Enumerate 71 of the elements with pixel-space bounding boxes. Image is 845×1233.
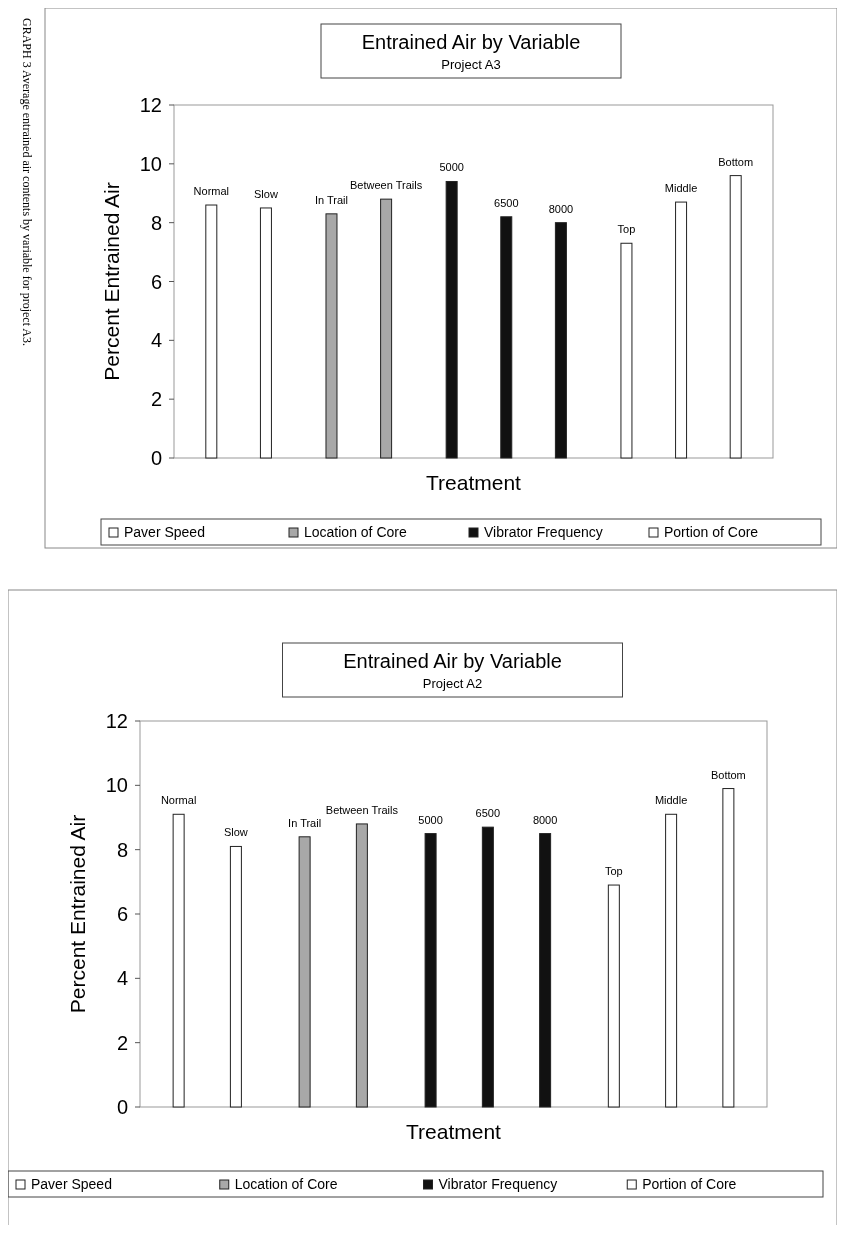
x-tick-label: Slow: [254, 187, 278, 200]
bar: [259, 207, 272, 459]
x-tick-label: 8000: [548, 202, 574, 215]
y-tick-label: 10: [139, 152, 162, 175]
bar: [229, 845, 242, 1108]
bar: [355, 823, 368, 1108]
x-tick-label: Between Trails: [325, 803, 399, 816]
x-tick-label: 5000: [439, 161, 464, 174]
y-tick-label: 6: [116, 903, 128, 925]
y-tick-label: 12: [105, 710, 128, 732]
x-tick-label: 6500: [494, 196, 519, 209]
x-tick-label: Top: [604, 865, 623, 878]
bar: [424, 833, 437, 1108]
chart-title: Entrained Air by Variable: [343, 650, 562, 672]
bar: [539, 833, 552, 1108]
x-tick-label: Bottom: [710, 768, 746, 781]
legend-label: Location of Core: [304, 524, 407, 540]
legend-label: Paver Speed: [124, 524, 205, 540]
x-tick-label: In Trail: [314, 193, 348, 206]
x-tick-label: Normal: [160, 794, 197, 807]
y-axis-title: Percent Entrained Air: [100, 182, 123, 381]
bar: [554, 222, 567, 459]
y-tick-label: 0: [150, 447, 162, 469]
caption: GRAPH 3 Average entrained air contents by variable for project A3.: [20, 18, 34, 347]
chart-subtitle: Project A3: [441, 57, 501, 72]
y-tick-label: 4: [150, 329, 162, 352]
x-tick-label: Middle: [664, 182, 698, 195]
bar: [325, 213, 338, 459]
y-tick-label: 12: [139, 94, 162, 116]
x-tick-label: Between Trails: [350, 179, 423, 192]
x-axis-title: Treatment: [426, 471, 522, 494]
bar: [481, 826, 494, 1108]
legend-label: Portion of Core: [664, 524, 759, 540]
y-tick-label: 10: [105, 774, 128, 797]
bar: [380, 198, 393, 459]
bar: [665, 813, 678, 1108]
x-tick-label: 5000: [418, 813, 443, 826]
x-tick-label: Top: [617, 223, 636, 236]
x-tick-label: 6500: [475, 807, 501, 820]
legend-label: Vibrator Frequency: [438, 1176, 558, 1192]
y-tick-label: 2: [150, 388, 162, 411]
y-tick-label: 8: [116, 838, 128, 861]
bar: [729, 175, 742, 459]
x-axis-title: Treatment: [406, 1120, 502, 1143]
chart-title: Entrained Air by Variable: [361, 31, 581, 53]
bar: [620, 242, 633, 459]
x-tick-label: 8000: [532, 813, 558, 826]
x-tick-label: Middle: [654, 794, 688, 807]
x-tick-label: Normal: [193, 185, 230, 198]
y-tick-label: 8: [150, 211, 162, 234]
legend-label: Vibrator Frequency: [484, 524, 603, 540]
bar: [205, 204, 218, 459]
bar: [722, 788, 735, 1108]
y-tick-label: 2: [116, 1031, 128, 1054]
bar: [172, 813, 185, 1108]
bar: [500, 216, 513, 459]
bar: [675, 201, 688, 459]
y-tick-label: 4: [116, 967, 128, 990]
y-axis-title: Percent Entrained Air: [66, 814, 89, 1014]
bar: [445, 180, 458, 459]
legend-label: Location of Core: [234, 1176, 338, 1192]
chart-subtitle: Project A2: [422, 676, 483, 691]
bar: [298, 836, 311, 1108]
legend-label: Paver Speed: [31, 1176, 112, 1192]
y-tick-label: 6: [150, 270, 162, 293]
bar: [607, 884, 620, 1108]
x-tick-label: Bottom: [718, 155, 754, 168]
legend-label: Portion of Core: [642, 1176, 737, 1192]
x-tick-label: Slow: [223, 826, 248, 839]
x-tick-label: In Trail: [288, 816, 322, 829]
y-tick-label: 0: [116, 1096, 128, 1118]
